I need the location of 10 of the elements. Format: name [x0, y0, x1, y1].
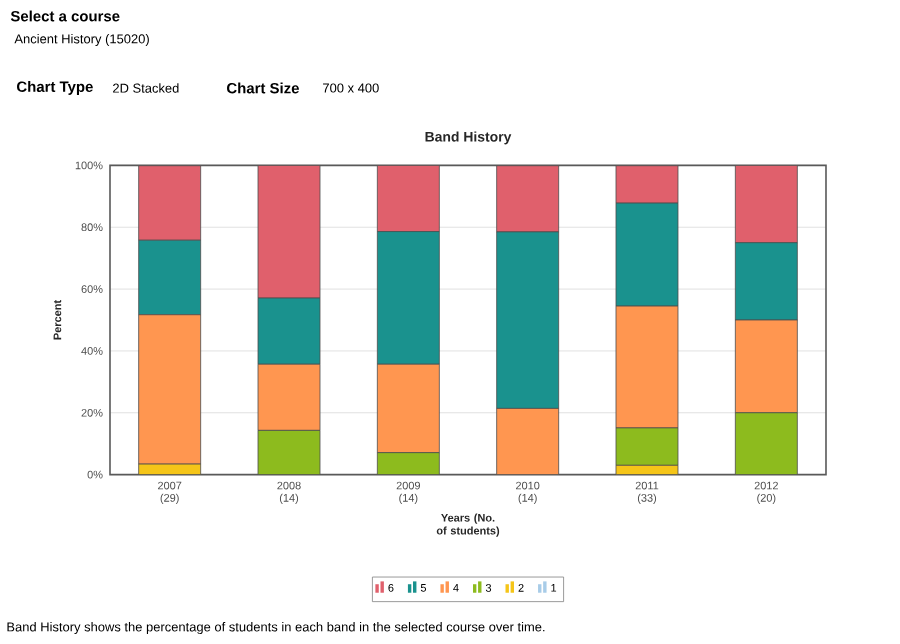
bar	[734, 319, 798, 414]
bar	[496, 408, 560, 475]
bar	[138, 314, 202, 465]
bar	[376, 363, 440, 454]
bar	[615, 305, 679, 429]
bar	[734, 412, 798, 475]
bar	[377, 452, 440, 475]
bar	[257, 363, 321, 431]
bar	[615, 427, 679, 466]
bar	[257, 429, 321, 475]
